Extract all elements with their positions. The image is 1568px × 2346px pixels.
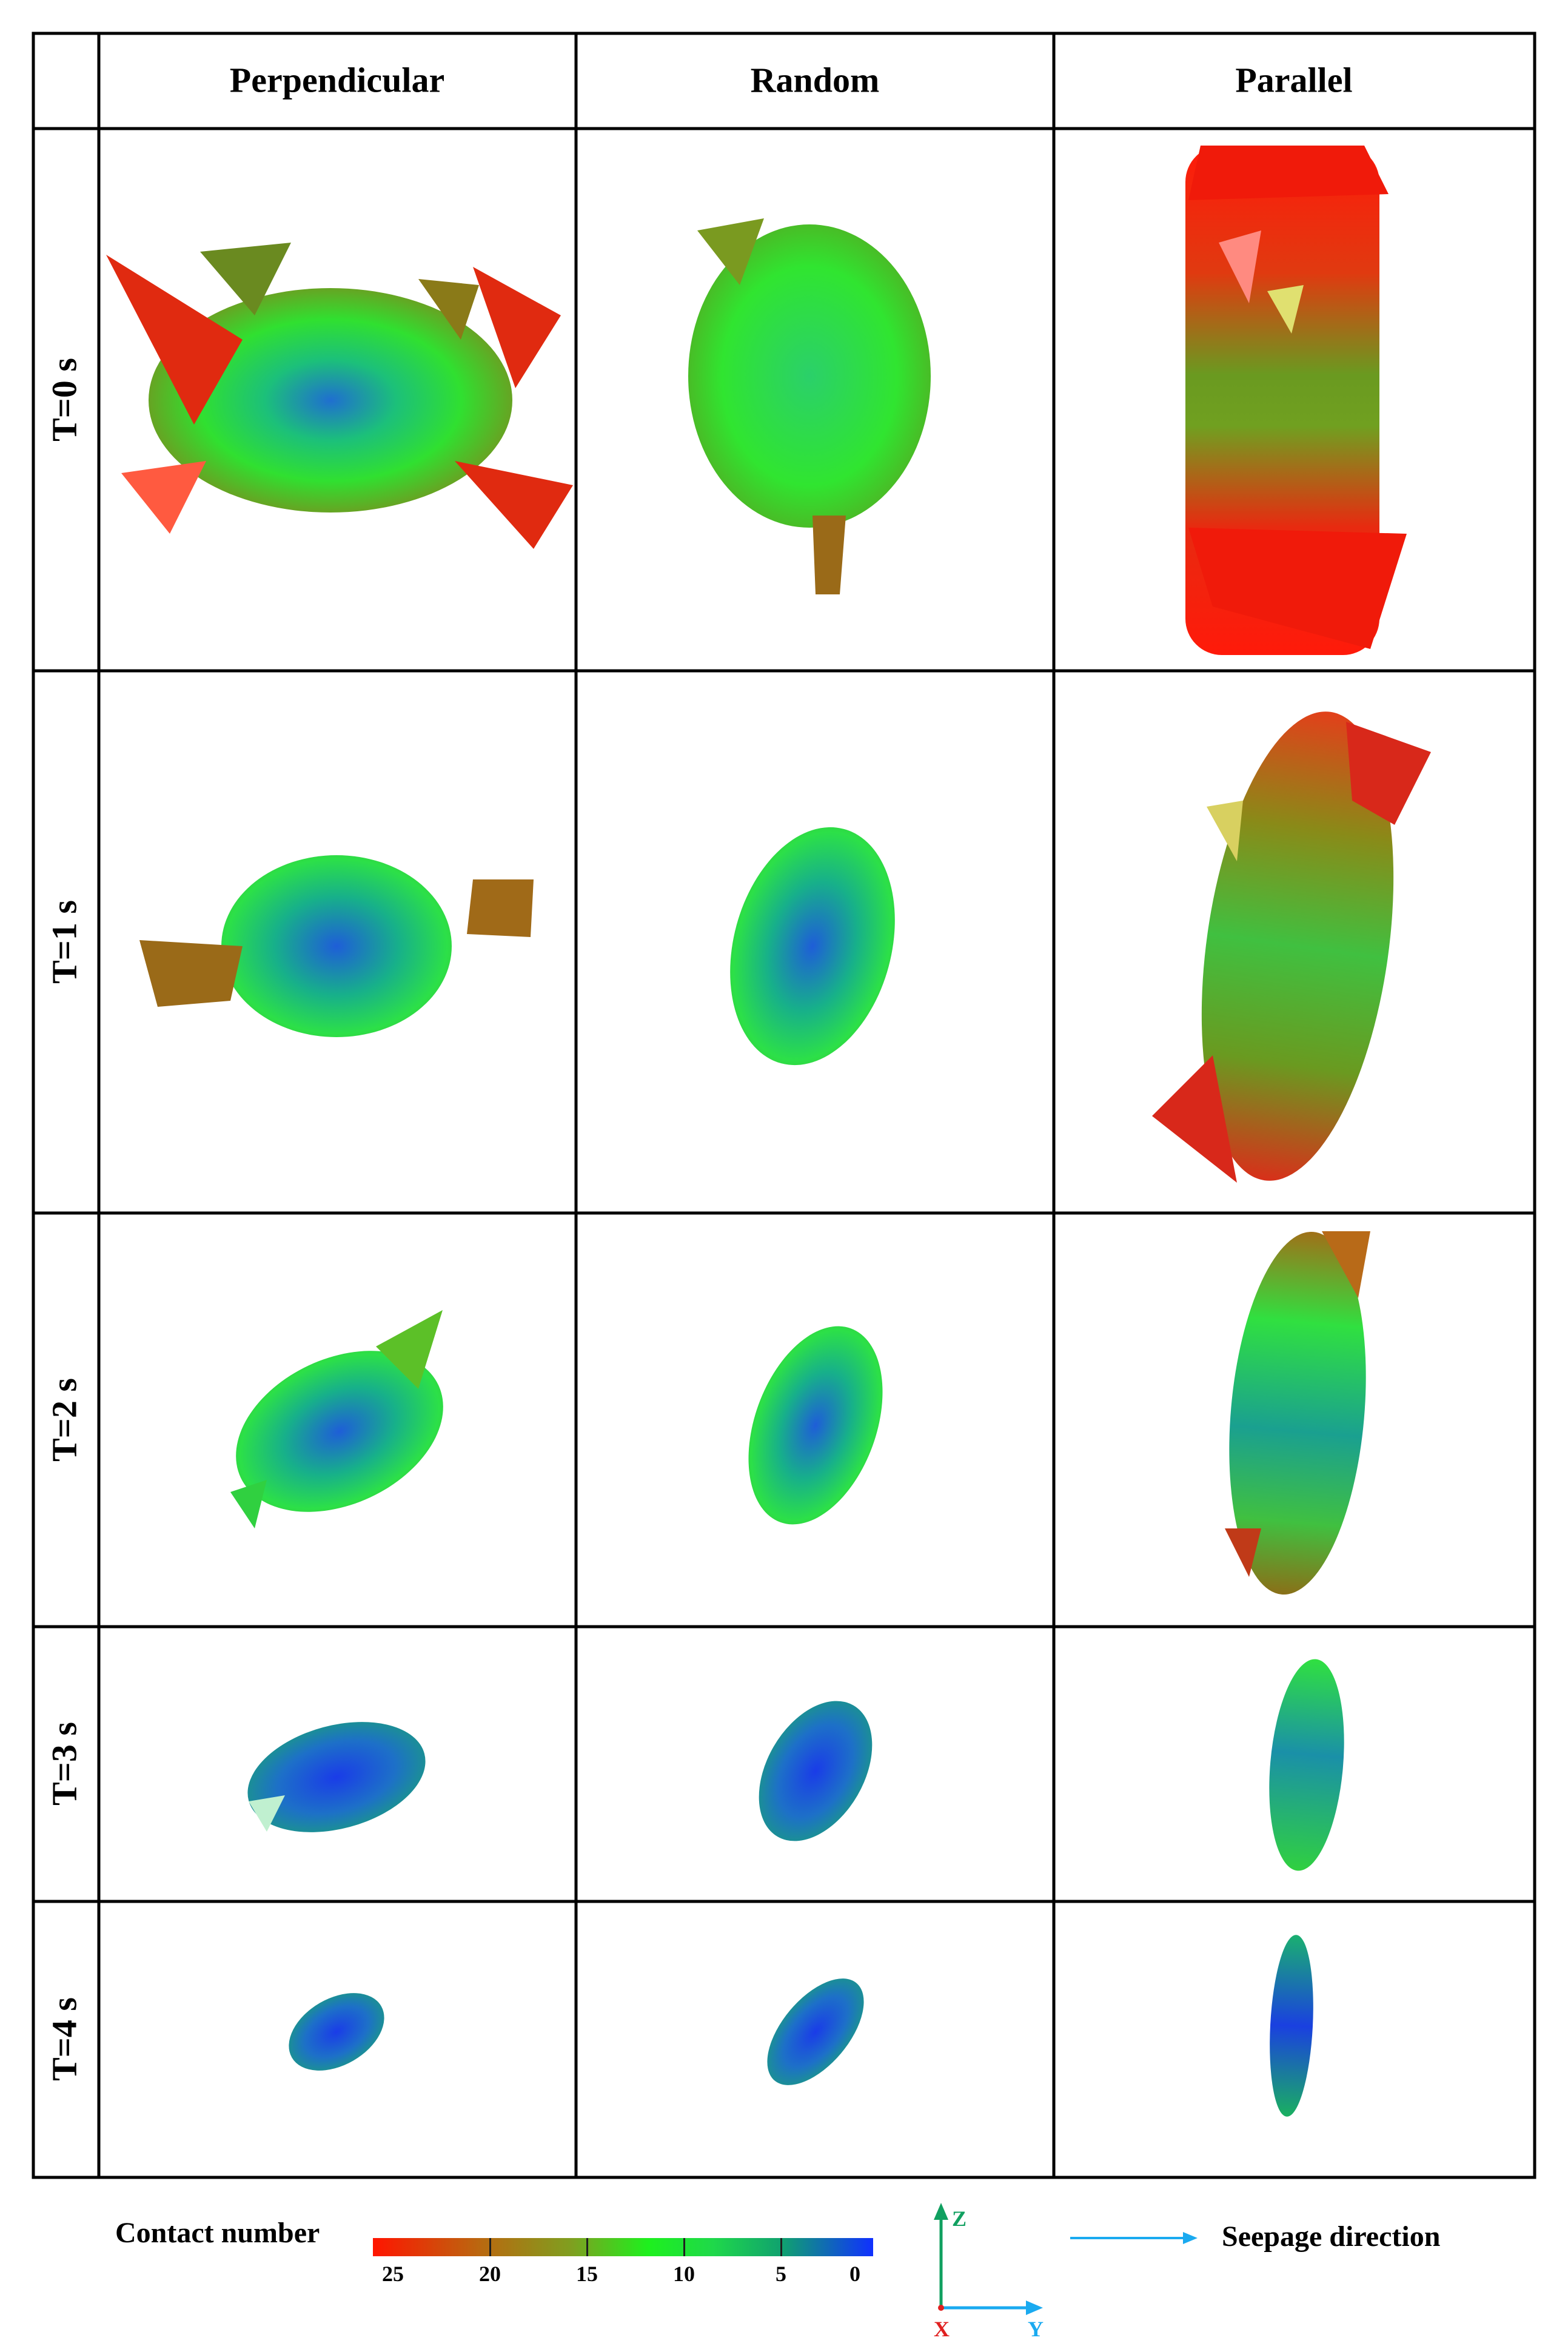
seepage-arrow-icon: [1070, 2232, 1198, 2244]
particle-cluster-parallel-t1: [1152, 711, 1431, 1183]
seepage-direction-label: Seepage direction: [1222, 2220, 1441, 2253]
particle-cluster-parallel-t0: [1185, 146, 1407, 655]
column-header-random: Random: [751, 60, 880, 99]
legend-footer: Contact number 25 20 15 10 5 0 Z X Y See…: [0, 2183, 1568, 2346]
particle-cluster-random-t4: [767, 1978, 864, 2085]
colorbar-tick: [489, 2238, 491, 2256]
particle-cluster-perpendicular-t4: [289, 1993, 384, 2071]
colorbar-tick: [780, 2238, 782, 2256]
particle-cluster-perpendicular-t0: [106, 243, 573, 549]
particle-cluster-random-t1: [730, 827, 895, 1066]
colorbar-tick: [683, 2238, 685, 2256]
particle-cluster-perpendicular-t3: [247, 1722, 426, 1832]
colorbar-tick-label: 0: [849, 2262, 860, 2286]
particle-cluster-random-t2: [748, 1326, 883, 1525]
table-lines: [32, 32, 1536, 2179]
colorbar-tick: [586, 2238, 588, 2256]
column-header-perpendicular: Perpendicular: [230, 60, 444, 99]
colorbar-tick-label: 10: [673, 2262, 695, 2286]
row-label-t3: T=3 s: [44, 1722, 84, 1806]
colorbar-tick-label: 20: [479, 2262, 501, 2286]
colorbar: [373, 2238, 873, 2256]
particle-cluster-perpendicular-t1: [139, 855, 534, 1037]
row-label-t4: T=4 s: [44, 1997, 84, 2081]
particle-cluster-random-t3: [759, 1701, 873, 1841]
column-header-parallel: Parallel: [1235, 60, 1352, 99]
axis-y-label: Y: [1028, 2317, 1044, 2341]
colorbar-tick-label: 25: [382, 2262, 404, 2286]
row-label-t0: T=0 s: [44, 358, 84, 442]
axis-triad: Z X Y: [934, 2203, 1044, 2341]
colorbar-tick-label: 15: [576, 2262, 598, 2286]
particle-cluster-random-t0: [688, 218, 931, 594]
particle-cluster-parallel-t3: [1269, 1659, 1344, 1871]
row-label-t2: T=2 s: [44, 1378, 84, 1462]
axis-z-label: Z: [952, 2207, 967, 2231]
axis-x-label: X: [934, 2317, 950, 2341]
colorbar-tick-label: 5: [776, 2262, 786, 2286]
results-grid: Perpendicular Random Parallel T=0 s T=1 …: [32, 32, 1536, 2179]
particle-cluster-parallel-t2: [1225, 1231, 1370, 1595]
particle-cluster-perpendicular-t2: [230, 1310, 443, 1528]
colorbar-title: Contact number: [115, 2217, 320, 2249]
particle-cluster-parallel-t4: [1270, 1935, 1313, 2117]
row-label-t1: T=1 s: [44, 900, 84, 984]
